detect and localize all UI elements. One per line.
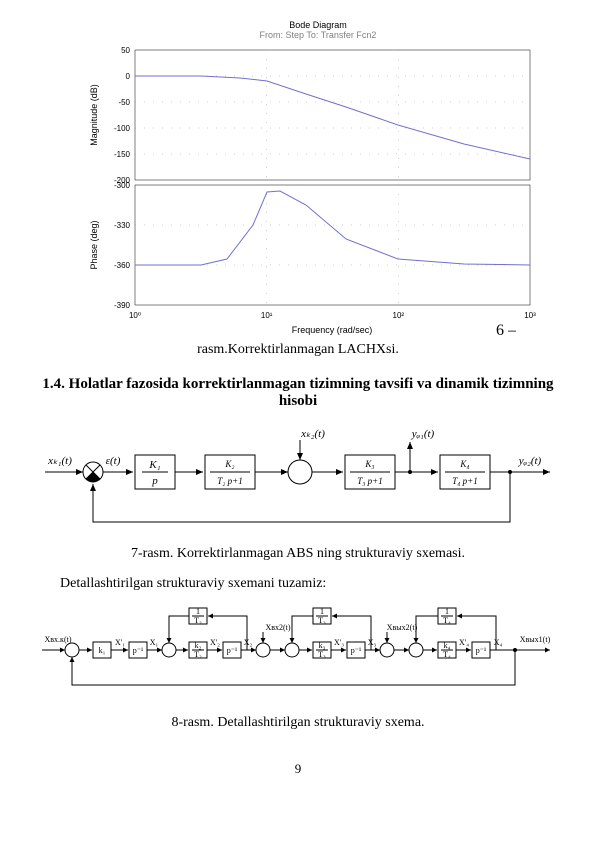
svg-text:-300: -300	[114, 181, 131, 190]
svg-text:p⁻¹: p⁻¹	[476, 646, 487, 655]
bode-xlabel: Frequency (rad/sec)	[292, 325, 373, 335]
svg-text:1: 1	[445, 607, 449, 616]
svg-text:X₂: X₂	[244, 638, 253, 647]
svg-text:1: 1	[320, 607, 324, 616]
svg-text:10¹: 10¹	[261, 311, 273, 320]
svg-text:T₃: T₃	[318, 650, 326, 659]
caption-7: 7-rasm. Korrektirlanmagan ABS ning struk…	[40, 546, 556, 562]
svg-text:10⁰: 10⁰	[129, 311, 141, 320]
section-title: 1.4. Holatlar fazosida korrektirlanmagan…	[40, 376, 556, 410]
svg-text:X₁: X₁	[150, 638, 159, 647]
page-number: 9	[40, 761, 556, 777]
svg-text:xₖ₂(t): xₖ₂(t)	[300, 428, 325, 440]
svg-text:X'₃: X'₃	[334, 638, 344, 647]
svg-text:T₄: T₄	[443, 616, 451, 625]
phase-box	[135, 185, 530, 305]
svg-text:Xвых2(t): Xвых2(t)	[387, 623, 418, 632]
svg-text:X'₄: X'₄	[459, 638, 469, 647]
svg-text:xₖ₁(t): xₖ₁(t)	[47, 455, 72, 467]
svg-text:X'₁: X'₁	[115, 638, 125, 647]
block-diagram-8: Xвх.к(t) k₁ X'₁ p⁻¹ X₁ k₂ T₂ X'₂ p⁻¹ X₂ …	[40, 600, 556, 695]
mag-ylabel: Magnitude (dB)	[89, 84, 99, 146]
svg-text:k₂: k₂	[195, 641, 202, 650]
mag-box	[135, 50, 530, 180]
svg-text:T₂: T₂	[194, 650, 202, 659]
svg-text:T₃ p+1: T₃ p+1	[357, 476, 382, 486]
svg-text:T₃: T₃	[318, 616, 326, 625]
svg-text:p⁻¹: p⁻¹	[227, 646, 238, 655]
svg-text:K₁: K₁	[148, 459, 160, 471]
phase-ylabel: Phase (deg)	[89, 220, 99, 269]
svg-text:0: 0	[126, 72, 131, 81]
svg-text:-50: -50	[118, 98, 130, 107]
svg-text:K₃: K₃	[364, 459, 374, 469]
svg-text:-330: -330	[114, 221, 131, 230]
svg-text:T₄: T₄	[443, 650, 451, 659]
block-diagram-7: xₖ₁(t) ε(t) K₁ p K₂ T₂ p+1 xₖ₂(t) K₃ T₃ …	[40, 422, 556, 542]
bode-title: Bode Diagram	[80, 20, 556, 30]
svg-text:p: p	[151, 475, 158, 487]
svg-text:k₁: k₁	[99, 646, 106, 655]
svg-text:-390: -390	[114, 301, 131, 310]
svg-text:X₃: X₃	[368, 638, 377, 647]
svg-text:50: 50	[121, 46, 130, 55]
svg-text:-360: -360	[114, 261, 131, 270]
svg-text:k₃: k₃	[319, 641, 326, 650]
svg-text:K₂: K₂	[224, 459, 234, 469]
svg-text:p⁻¹: p⁻¹	[351, 646, 362, 655]
svg-text:Xвх.к(t): Xвх.к(t)	[45, 635, 72, 644]
svg-text:k₄: k₄	[444, 641, 451, 650]
para-detail: Detallashtirilgan strukturaviy sxemani t…	[60, 576, 556, 592]
svg-text:yᵩ₁(t): yᵩ₁(t)	[411, 428, 435, 440]
svg-text:K₄: K₄	[459, 459, 469, 469]
svg-text:p⁻¹: p⁻¹	[133, 646, 144, 655]
phase-curve	[135, 191, 530, 265]
svg-text:10³: 10³	[524, 311, 536, 320]
mag-curve	[135, 76, 530, 159]
svg-text:T₄ p+1: T₄ p+1	[452, 476, 477, 486]
svg-text:-100: -100	[114, 124, 131, 133]
caption-8: 8-rasm. Detallashtirilgan strukturaviy s…	[40, 715, 556, 731]
svg-text:10²: 10²	[393, 311, 405, 320]
svg-text:T₂: T₂	[194, 616, 202, 625]
svg-text:-150: -150	[114, 150, 131, 159]
svg-text:1: 1	[196, 607, 200, 616]
svg-text:T₂ p+1: T₂ p+1	[217, 476, 242, 486]
svg-text:Xвх2(t): Xвх2(t)	[265, 623, 290, 632]
svg-text:yᵩ₂(t): yᵩ₂(t)	[518, 455, 542, 467]
bode-svg: 50 0 -50 -100 -150 -200 Magnitude (dB)	[80, 40, 550, 340]
bode-subtitle: From: Step To: Transfer Fcn2	[80, 30, 556, 40]
svg-text:X₄: X₄	[494, 638, 503, 647]
caption-6: rasm.Korrektirlanmagan LACHXsi.	[40, 342, 556, 358]
svg-text:Xвых1(t): Xвых1(t)	[520, 635, 551, 644]
svg-text:ε(t): ε(t)	[106, 455, 121, 467]
bode-diagram: Bode Diagram From: Step To: Transfer Fcn…	[80, 20, 556, 340]
svg-text:X'₂: X'₂	[210, 638, 220, 647]
